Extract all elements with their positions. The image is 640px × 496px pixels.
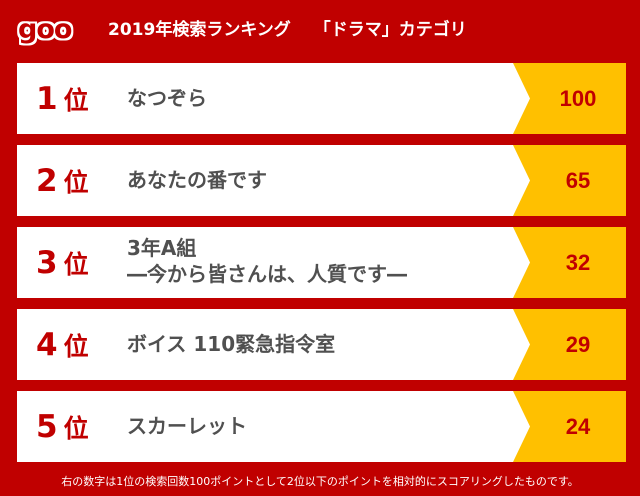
rank-suffix: 位 [63, 250, 89, 279]
score-value: 65 [565, 168, 591, 193]
drama-title-line2: ―今から皆さんは、人質です― [127, 262, 407, 286]
footnote: 右の数字は1位の検索回数100ポイントとして2位以下のポイントを相対的にスコアリ… [61, 475, 579, 488]
rank-number: 3 [36, 245, 58, 281]
rank-suffix: 位 [63, 86, 89, 115]
rank-number: 2 [36, 163, 58, 199]
drama-title: スカーレット [127, 414, 247, 438]
score-value: 29 [565, 332, 591, 357]
title-panel [17, 63, 530, 134]
score-value: 100 [559, 86, 597, 111]
title-panel [17, 145, 530, 216]
drama-title: なつぞら [127, 86, 207, 110]
rank-suffix: 位 [63, 414, 89, 443]
score-value: 32 [565, 250, 591, 275]
rank-suffix: 位 [63, 332, 89, 361]
header: goo 2019年検索ランキング 「ドラマ」カテゴリ [0, 0, 640, 62]
drama-title-line1: 3年A組 [127, 236, 197, 260]
title-panel [17, 227, 530, 298]
score-value: 24 [565, 414, 591, 439]
rank-number: 1 [36, 81, 58, 117]
drama-title: あなたの番です [127, 168, 267, 192]
title-panel [17, 391, 530, 462]
rank-number: 5 [36, 409, 58, 445]
drama-title: ボイス 110緊急指令室 [127, 332, 336, 356]
goo-logo: goo [18, 14, 72, 45]
title-panel [17, 309, 530, 380]
rank-number: 4 [36, 327, 58, 363]
page-title: 2019年検索ランキング 「ドラマ」カテゴリ [108, 20, 467, 40]
rank-suffix: 位 [63, 168, 89, 197]
